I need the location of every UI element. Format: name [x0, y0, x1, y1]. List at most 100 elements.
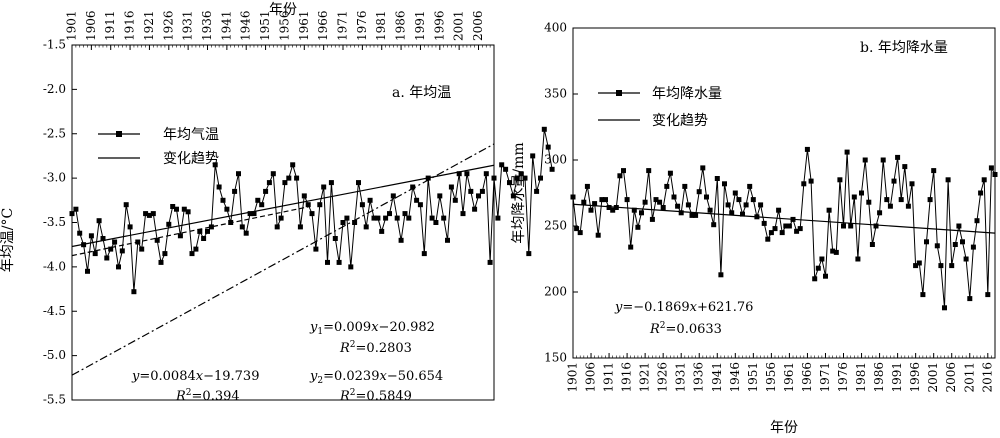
- data-point-marker: [570, 194, 576, 200]
- data-point-marker: [916, 260, 922, 266]
- data-point-marker: [387, 211, 392, 217]
- trend-line-dash-dot: [71, 143, 495, 376]
- panel-a-eq-main: y=0.0084x−19.739: [131, 369, 259, 384]
- y-tick-label: -2.0: [43, 82, 66, 96]
- x-tick-label: 1981: [854, 362, 868, 393]
- data-point-marker: [621, 168, 626, 174]
- data-point-marker: [174, 206, 179, 212]
- x-tick-label: 1936: [692, 362, 706, 393]
- data-point-marker: [445, 237, 450, 243]
- panel-a-x-ticks: 1901 1906 1911 1916 1921 1926 1931 1936 1941 1946…: [65, 10, 495, 50]
- data-point-marker: [631, 207, 637, 213]
- data-point-marker: [112, 239, 118, 245]
- x-tick-label: 1911: [103, 10, 117, 41]
- data-point-marker: [949, 263, 955, 269]
- data-point-marker: [429, 215, 435, 221]
- x-tick-label: 1926: [161, 10, 175, 41]
- data-point-marker: [189, 251, 195, 257]
- data-point-marker: [359, 202, 365, 208]
- x-tick-label: 1916: [123, 10, 137, 41]
- data-point-marker: [92, 251, 98, 257]
- data-point-marker: [332, 236, 338, 241]
- data-point-marker: [869, 242, 875, 247]
- data-point-marker: [758, 202, 764, 208]
- data-point-marker: [833, 249, 839, 255]
- data-point-marker: [830, 248, 836, 254]
- data-point-marker: [406, 215, 412, 221]
- data-point-marker: [166, 221, 172, 227]
- x-tick-label: 1921: [142, 10, 156, 41]
- data-point-marker: [301, 193, 307, 199]
- data-point-marker: [988, 165, 994, 171]
- data-point-marker: [635, 224, 641, 230]
- data-point-marker: [356, 180, 361, 186]
- data-point-marker: [736, 197, 742, 203]
- x-tick-label: 1951: [746, 362, 760, 393]
- data-point-marker: [88, 233, 94, 239]
- panel-a-top-x-axis-title: 年份: [269, 2, 297, 18]
- x-tick-label: 1981: [374, 10, 388, 41]
- y-tick-label: -3.5: [43, 215, 66, 229]
- x-tick-label: 1931: [674, 362, 688, 393]
- data-point-marker: [119, 248, 125, 254]
- data-point-marker: [177, 233, 183, 239]
- data-point-marker: [577, 230, 583, 236]
- data-point-marker: [895, 154, 901, 160]
- data-point-marker: [667, 170, 673, 176]
- data-point-marker: [639, 210, 644, 216]
- data-point-marker: [325, 259, 330, 265]
- x-tick-label: 1976: [355, 10, 369, 41]
- panel-a-eq2: y2=0.0239x−50.654: [309, 369, 443, 386]
- data-point-marker: [819, 256, 825, 262]
- x-tick-label: 1946: [239, 10, 253, 41]
- legend-trend-label: 变化趋势: [652, 113, 708, 129]
- x-tick-label: 1971: [336, 10, 350, 41]
- data-point-marker: [823, 273, 828, 279]
- data-point-marker: [417, 202, 423, 208]
- data-point-marker: [581, 199, 587, 205]
- data-point-marker: [263, 188, 269, 194]
- data-point-marker: [158, 259, 164, 265]
- data-point-marker: [905, 203, 911, 209]
- data-point-marker: [77, 230, 83, 236]
- data-point-marker: [660, 205, 666, 210]
- data-point-marker: [251, 211, 257, 217]
- data-point-marker: [499, 162, 505, 168]
- data-point-marker: [649, 216, 655, 222]
- data-point-marker: [538, 175, 543, 181]
- data-point-marker: [123, 202, 129, 208]
- trend-line-solid: [71, 164, 495, 248]
- data-point-marker: [942, 305, 947, 311]
- data-point-marker: [549, 166, 555, 172]
- x-tick-label: 1986: [872, 362, 886, 393]
- data-point-marker: [398, 237, 404, 243]
- data-point-marker: [927, 197, 933, 203]
- data-point-marker: [139, 246, 145, 252]
- x-tick-label: 1961: [297, 10, 311, 41]
- data-point-marker: [682, 183, 688, 189]
- data-point-marker: [646, 168, 652, 174]
- data-point-marker: [725, 202, 731, 208]
- data-point-marker: [414, 197, 420, 203]
- panel-a-eq1: y1=0.009x−20.982: [309, 320, 435, 337]
- legend-series-label: 年均降水量: [652, 86, 722, 102]
- data-point-marker: [259, 202, 265, 208]
- y-tick-label: -5.0: [43, 348, 66, 362]
- data-point-marker: [541, 126, 547, 132]
- data-point-marker: [613, 205, 619, 210]
- x-tick-label: 1966: [316, 10, 330, 41]
- x-tick-label: 1941: [219, 10, 233, 41]
- x-tick-label: 1921: [638, 362, 652, 393]
- x-tick-label: 2011: [962, 362, 976, 393]
- data-point-marker: [402, 211, 408, 217]
- panel-a-y-axis-title: 年均温/°C: [0, 208, 16, 272]
- x-tick-label: 1966: [800, 362, 814, 393]
- data-point-marker: [678, 210, 684, 216]
- data-point-marker: [884, 197, 890, 203]
- data-point-marker: [920, 292, 926, 298]
- data-point-marker: [595, 232, 601, 238]
- data-point-marker: [464, 171, 470, 177]
- data-point-marker: [96, 218, 102, 224]
- data-point-marker: [425, 175, 431, 181]
- data-point-marker: [880, 157, 886, 163]
